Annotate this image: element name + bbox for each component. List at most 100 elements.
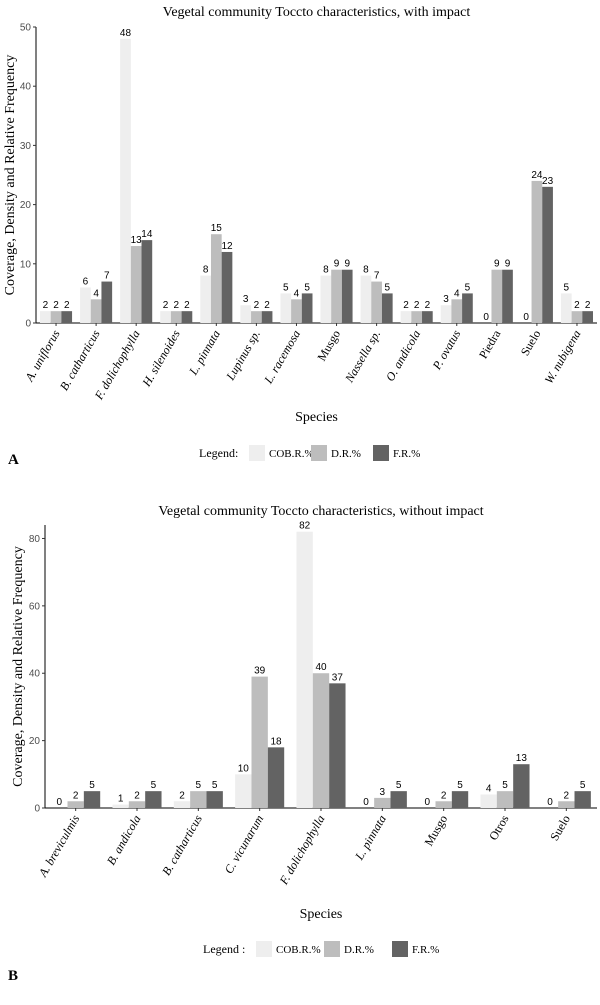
- legend-title: Legend :: [203, 942, 245, 956]
- bar-dr: [558, 801, 575, 808]
- x-tick-label: Nassella sp.: [342, 328, 384, 386]
- data-label: 18: [270, 736, 282, 747]
- data-label: 8: [363, 265, 369, 276]
- bar-dr: [531, 180, 543, 323]
- x-tick-label: L. pinnata: [352, 813, 389, 864]
- bar-dr: [331, 269, 342, 323]
- bar-cob: [173, 801, 191, 808]
- bar-cob: [320, 275, 332, 323]
- data-label: 40: [315, 662, 327, 673]
- y-tick-label: 20: [20, 200, 32, 211]
- legend-swatch-fr: [373, 445, 389, 461]
- bar-fr: [83, 791, 101, 808]
- legend-label: F.R.%: [412, 944, 439, 956]
- data-label: 5: [385, 282, 391, 293]
- bar-fr: [502, 269, 513, 323]
- bar-fr: [542, 186, 553, 323]
- data-label: 2: [414, 300, 420, 311]
- data-label: 0: [547, 797, 553, 808]
- bar-cob: [240, 305, 252, 323]
- data-label: 7: [374, 271, 380, 282]
- x-tick-label: L. pinnata: [186, 328, 223, 379]
- data-label: 5: [457, 780, 463, 791]
- bar-cob: [200, 275, 211, 323]
- bar-fr: [422, 311, 433, 323]
- data-label: 6: [83, 276, 89, 287]
- data-label: 5: [212, 780, 218, 791]
- bar-fr: [462, 293, 473, 323]
- legend-swatch-fr: [392, 941, 408, 957]
- data-label: 5: [283, 282, 289, 293]
- bar-fr: [451, 791, 469, 808]
- bar-fr: [513, 764, 530, 808]
- x-tick-label: Musgo: [421, 813, 450, 849]
- data-label: 8: [203, 265, 209, 276]
- data-label: 2: [574, 300, 580, 311]
- data-label: 2: [73, 790, 79, 801]
- x-tick-label: Lupinus sp.: [223, 328, 263, 384]
- bar-dr: [130, 246, 142, 323]
- bar-fr: [301, 293, 313, 323]
- data-label: 2: [163, 300, 169, 311]
- chart-title: Vegetal community Toccto characteristics…: [163, 5, 471, 20]
- chart-with-impact: Vegetal community Toccto characteristics…: [3, 5, 597, 461]
- data-label: 3: [443, 294, 449, 305]
- data-label: 5: [396, 780, 402, 791]
- y-axis-title: Coverage, Density and Relative Frequency: [11, 546, 26, 787]
- bar-dr: [491, 269, 503, 323]
- data-label: 14: [141, 229, 153, 240]
- y-tick-label: 50: [20, 23, 32, 34]
- data-label: 15: [211, 223, 223, 234]
- x-tick-label: Otros: [486, 812, 512, 842]
- y-tick-label: 30: [20, 141, 32, 152]
- y-tick-label: 40: [20, 82, 32, 93]
- data-label: 0: [425, 797, 431, 808]
- data-label: 13: [516, 753, 528, 764]
- data-label: 5: [304, 282, 310, 293]
- bar-fr: [390, 791, 407, 808]
- panel-letter-b: B: [8, 968, 19, 984]
- bar-fr: [582, 311, 593, 323]
- y-tick-label: 0: [34, 804, 40, 815]
- data-label: 2: [254, 300, 260, 311]
- y-tick-label: 20: [29, 736, 41, 747]
- data-label: 5: [502, 780, 508, 791]
- data-label: 1: [118, 794, 124, 805]
- x-tick-label: A. breviculmis: [35, 812, 82, 880]
- bar-dr: [190, 791, 207, 808]
- data-label: 23: [542, 176, 554, 187]
- x-tick-label: H. silenoides: [139, 327, 183, 389]
- data-label: 2: [43, 300, 49, 311]
- bar-dr: [312, 673, 330, 808]
- y-tick-label: 80: [29, 534, 41, 545]
- x-tick-label: Musgo: [314, 328, 343, 364]
- data-label: 9: [334, 259, 340, 270]
- data-label: 10: [238, 763, 250, 774]
- chart-title: Vegetal community Toccto characteristics…: [158, 504, 483, 519]
- data-label: 48: [120, 28, 132, 39]
- bar-cob: [120, 38, 131, 324]
- data-label: 0: [483, 312, 489, 323]
- data-label: 8: [323, 265, 329, 276]
- data-label: 5: [89, 780, 95, 791]
- x-tick-label: F. dolichophylla: [276, 813, 328, 888]
- bar-fr: [145, 791, 162, 808]
- y-tick-label: 60: [29, 601, 41, 612]
- legend: Legend : COB.R.% D.R.% F.R.%: [203, 941, 439, 957]
- data-label: 2: [425, 300, 431, 311]
- bar-fr: [574, 791, 591, 808]
- data-label: 4: [486, 784, 492, 795]
- x-tick-label: O. andicola: [383, 328, 423, 384]
- data-label: 5: [151, 780, 157, 791]
- x-tick-label: B. andicola: [104, 813, 144, 868]
- data-label: 5: [580, 780, 586, 791]
- bar-fr: [381, 293, 393, 323]
- x-axis-title: Species: [295, 410, 338, 425]
- bar-dr: [90, 299, 102, 323]
- data-label: 2: [179, 790, 185, 801]
- data-label: 5: [465, 282, 471, 293]
- y-tick-label: 10: [20, 259, 32, 270]
- x-tick-label: Piedra: [476, 327, 504, 361]
- data-label: 12: [221, 241, 233, 252]
- bar-dr: [291, 299, 302, 323]
